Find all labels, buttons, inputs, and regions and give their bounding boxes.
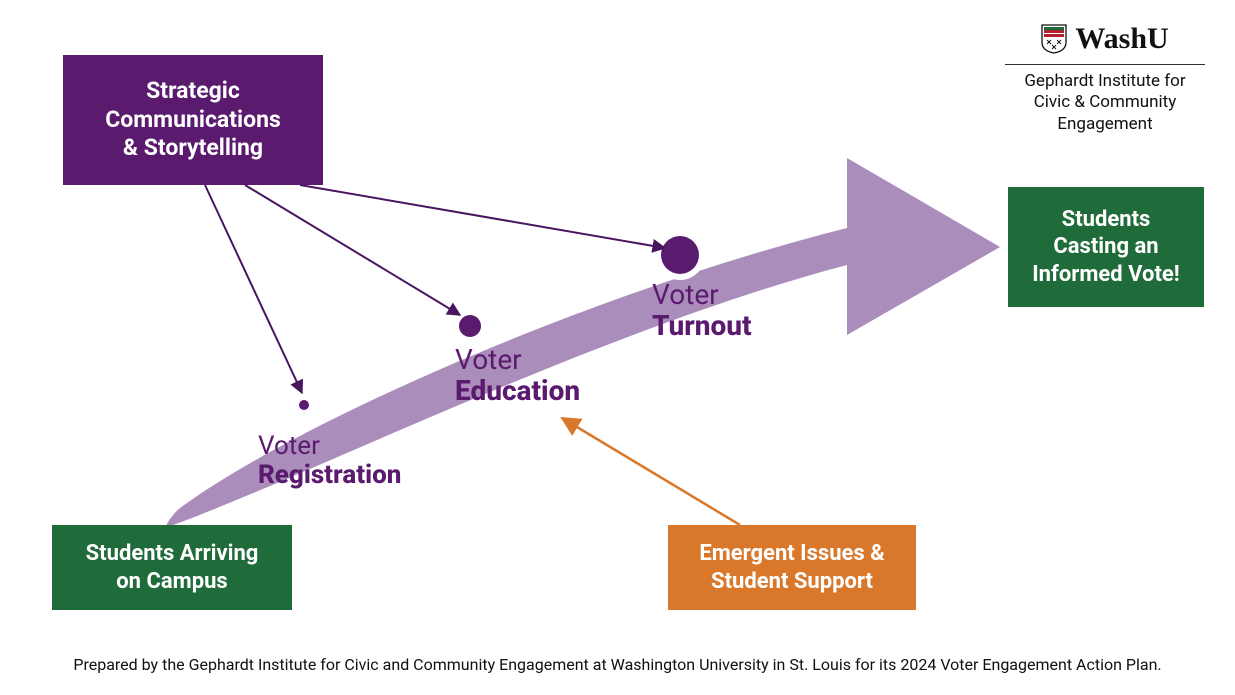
logo-brand-row: WashU <box>1005 22 1205 56</box>
logo-subtitle-line2: Civic & Community <box>1005 92 1205 113</box>
box-emergent-line1: Emergent Issues & <box>699 540 884 568</box>
logo-divider <box>1005 64 1205 65</box>
box-arriving-line2: on Campus <box>86 568 259 596</box>
logo-subtitle-line3: Engagement <box>1005 114 1205 135</box>
stage-label-registration-top: Voter <box>258 432 401 461</box>
box-arriving-line1: Students Arriving <box>86 540 259 568</box>
diagram-canvas: Strategic Communications & Storytelling … <box>0 0 1235 695</box>
box-students-arriving: Students Arriving on Campus <box>52 525 292 610</box>
stage-label-registration: Voter Registration <box>258 432 401 489</box>
stage-label-education-top: Voter <box>455 345 580 376</box>
box-emergent-issues: Emergent Issues & Student Support <box>668 525 916 610</box>
footer-attribution: Prepared by the Gephardt Institute for C… <box>0 655 1235 674</box>
shield-icon <box>1041 24 1067 54</box>
stage-label-turnout: Voter Turnout <box>652 280 752 342</box>
box-strategic-line3: & Storytelling <box>105 134 281 163</box>
washu-logo: WashU Gephardt Institute for Civic & Com… <box>1005 22 1205 135</box>
box-students-casting: Students Casting an Informed Vote! <box>1008 187 1204 307</box>
stage-label-turnout-bottom: Turnout <box>652 311 752 342</box>
logo-brand-text: WashU <box>1075 22 1168 56</box>
logo-subtitle: Gephardt Institute for Civic & Community… <box>1005 71 1205 135</box>
box-strategic-line2: Communications <box>105 106 281 135</box>
emergent-connector <box>562 418 740 525</box>
box-casting-line2: Casting an <box>1032 233 1179 261</box>
logo-subtitle-line1: Gephardt Institute for <box>1005 71 1205 92</box>
stage-label-registration-bottom: Registration <box>258 461 401 490</box>
stage-label-education-bottom: Education <box>455 376 580 407</box>
box-casting-line3: Informed Vote! <box>1032 261 1179 289</box>
box-strategic-comms: Strategic Communications & Storytelling <box>63 55 323 185</box>
box-casting-line1: Students <box>1032 206 1179 234</box>
box-strategic-line1: Strategic <box>105 77 281 106</box>
stage-label-education: Voter Education <box>455 345 580 407</box>
box-emergent-line2: Student Support <box>699 568 884 596</box>
strategic-connectors <box>205 185 665 393</box>
stage-label-turnout-top: Voter <box>652 280 752 311</box>
